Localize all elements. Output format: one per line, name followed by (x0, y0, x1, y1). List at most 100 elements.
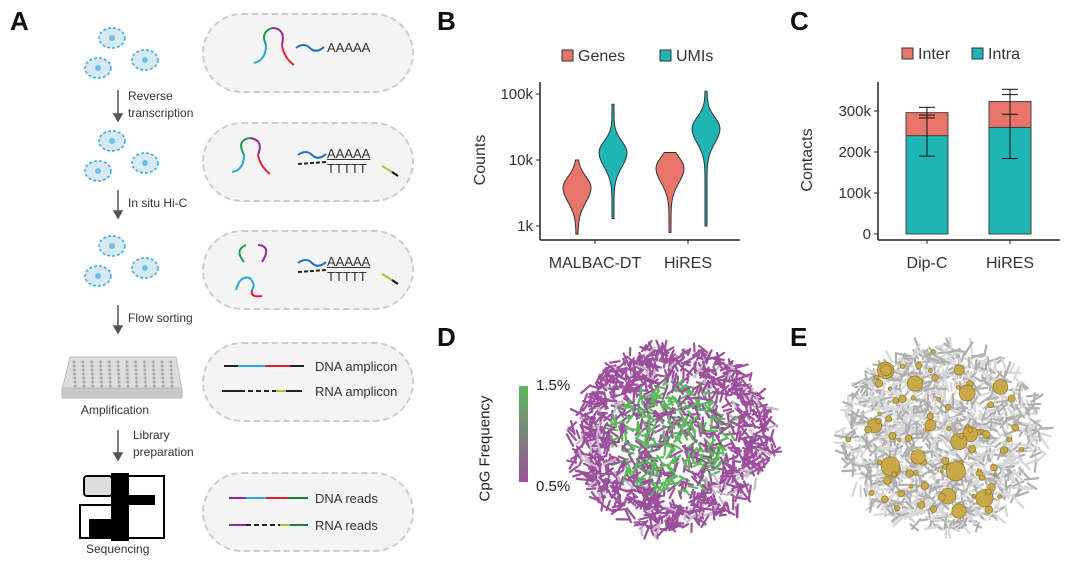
chain-segment (1023, 485, 1034, 491)
chain-segment (599, 372, 609, 384)
chain-segment (851, 388, 860, 400)
chain-segment (735, 405, 744, 413)
chain-segment (712, 505, 716, 521)
chain-segment (963, 452, 969, 461)
chain-segment (865, 367, 877, 375)
chain-segment (690, 493, 700, 506)
chain-segment (647, 471, 655, 482)
chain-segment (919, 518, 929, 522)
chain-segment (1019, 482, 1024, 491)
chain-segment (981, 453, 986, 463)
chain-segment (634, 500, 642, 508)
sphere (1019, 447, 1024, 453)
chain-segment (920, 361, 928, 377)
chain-segment (655, 412, 670, 420)
chain-segment (1009, 461, 1020, 466)
chain-segment (943, 513, 948, 530)
chain-segment (899, 410, 907, 420)
chain-segment (592, 447, 600, 460)
chain-segment (872, 443, 882, 453)
chain-segment (722, 407, 733, 412)
chain-segment (585, 427, 600, 435)
chain-segment (1014, 490, 1030, 498)
chain-segment (915, 423, 919, 438)
chain-segment (965, 478, 972, 493)
chain-segment (676, 508, 687, 513)
chain-segment (944, 382, 950, 392)
chain-segment (633, 478, 646, 484)
chain-segment (885, 484, 894, 493)
chain-segment (691, 424, 695, 433)
chain-segment (665, 430, 669, 439)
chain-segment (568, 465, 579, 474)
chain-segment (583, 453, 592, 457)
chain-segment (734, 496, 747, 501)
chain-segment (587, 455, 604, 460)
chain-segment (651, 367, 657, 381)
step-text: Reverse (128, 89, 173, 103)
chain-segment (639, 496, 647, 510)
stacked-bar-chart: 0 100k 200k 300k Contacts Inter Intra Dip-C HiRE… (799, 46, 1060, 272)
chain-segment (910, 473, 925, 478)
well (72, 368, 76, 372)
chain-segment (677, 396, 688, 408)
chain-segment (645, 428, 653, 437)
chain-segment (675, 398, 687, 405)
chain-segment (649, 456, 665, 461)
chain-segment (726, 471, 734, 485)
chain-segment (629, 357, 635, 365)
well (152, 372, 156, 376)
chain-segment (983, 344, 988, 357)
chain-segment (866, 463, 871, 478)
chain-segment (1002, 427, 1013, 439)
sphere (1000, 446, 1008, 455)
chain-segment (693, 360, 697, 374)
amplification-label: Amplification (81, 403, 150, 417)
chain-segment (657, 528, 665, 537)
sphere (908, 483, 914, 489)
chain-segment (1009, 468, 1017, 481)
chain-segment (676, 386, 685, 396)
well (90, 372, 94, 376)
chain-segment (648, 400, 664, 406)
chain-segment (916, 506, 923, 517)
chain-segment (1040, 436, 1050, 450)
chain-segment (712, 415, 723, 426)
chain-segment (646, 403, 656, 407)
chain-segment (891, 484, 896, 494)
chain-segment (967, 356, 971, 369)
violin-genes-malbac-dt (562, 159, 592, 235)
chain-segment (650, 460, 656, 474)
chain-segment (669, 414, 676, 421)
well (134, 368, 138, 372)
chain-segment (731, 400, 738, 409)
chain-segment (905, 501, 915, 510)
y-tick-label: 1k (517, 218, 533, 235)
chain-segment (877, 452, 888, 459)
chain-segment (623, 427, 639, 432)
chain-segment (655, 481, 665, 494)
chain-segment (991, 377, 1000, 382)
sphere (920, 481, 929, 490)
chain-segment (959, 478, 975, 484)
chain-segment (909, 523, 920, 532)
well (125, 368, 129, 372)
step-reverse-transcription: Reverse transcription (128, 88, 193, 122)
y-tick-label: 100k (838, 185, 871, 202)
chain-segment (697, 386, 703, 395)
chain-segment (684, 383, 695, 397)
chromatin-structure-spheres (833, 336, 1054, 539)
chain-segment (853, 402, 865, 407)
chain-segment (729, 388, 741, 397)
chain-segment (625, 496, 637, 507)
chain-segment (877, 396, 881, 407)
chain-segment (1018, 458, 1032, 471)
chain-segment (862, 379, 873, 387)
chain-segment (597, 462, 602, 474)
well (108, 384, 112, 388)
chain-segment (692, 490, 697, 499)
chain-segment (698, 422, 703, 433)
chain-segment (1000, 440, 1012, 447)
chain-segment (699, 350, 708, 360)
chain-segment (885, 425, 889, 436)
